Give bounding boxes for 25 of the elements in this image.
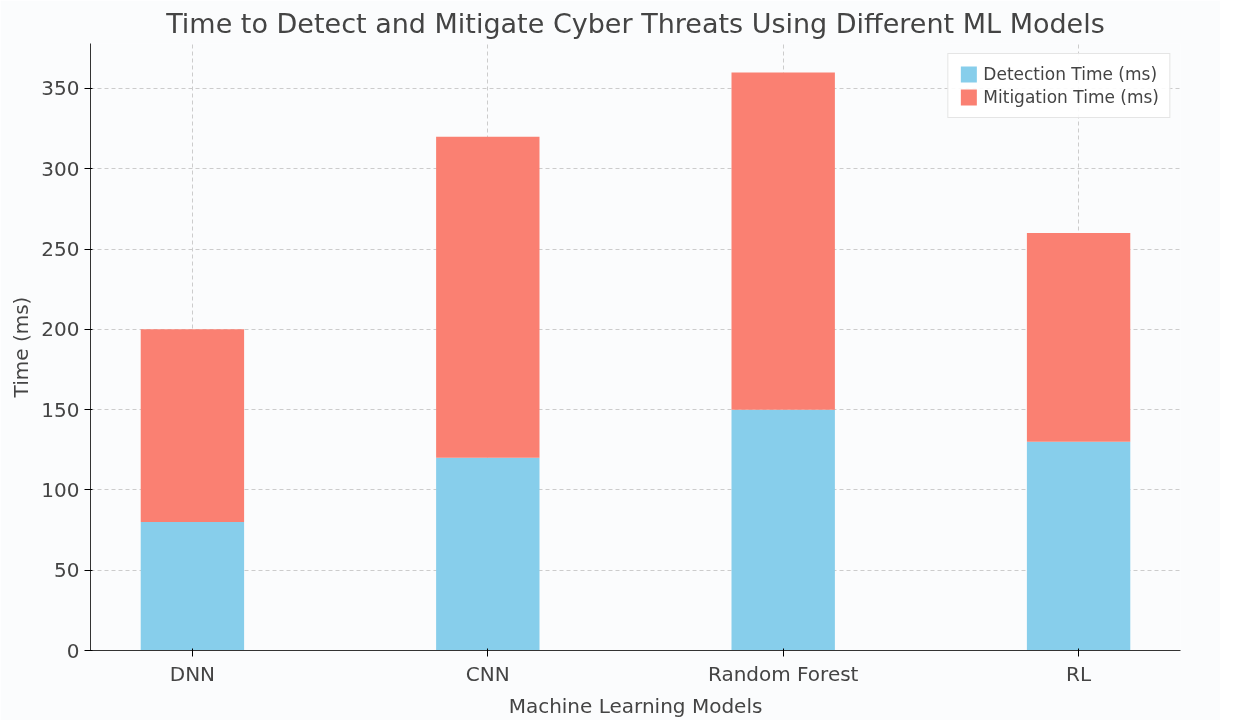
bar xyxy=(1026,232,1131,442)
bar xyxy=(140,329,245,523)
y-tick-label: 100 xyxy=(41,477,80,502)
chart-title: Time to Detect and Mitigate Cyber Threats Using Different ML Models xyxy=(165,7,1105,39)
x-tick-label: DNN xyxy=(169,661,216,686)
y-tick-label: 250 xyxy=(41,237,80,262)
x-tick-label: RL xyxy=(1066,661,1092,686)
bar xyxy=(731,72,835,410)
y-tick-label: 300 xyxy=(41,156,80,181)
y-tick-label: 50 xyxy=(54,558,80,583)
x-axis-title: Machine Learning Models xyxy=(508,693,763,718)
bar xyxy=(436,457,540,651)
y-tick-label: 350 xyxy=(41,76,80,101)
x-tick-label: CNN xyxy=(465,661,510,686)
x-tick-label: Random Forest xyxy=(707,661,859,686)
bar xyxy=(1026,441,1131,651)
bar xyxy=(140,522,245,651)
y-tick-label: 150 xyxy=(41,397,80,422)
y-tick-label: 0 xyxy=(66,638,80,663)
y-axis-title: Time (ms) xyxy=(9,296,34,399)
bar xyxy=(436,136,540,458)
bar xyxy=(731,409,835,651)
legend-label: Mitigation Time (ms) xyxy=(983,87,1159,107)
legend-label: Detection Time (ms) xyxy=(983,64,1158,84)
y-tick-label: 200 xyxy=(41,317,80,342)
